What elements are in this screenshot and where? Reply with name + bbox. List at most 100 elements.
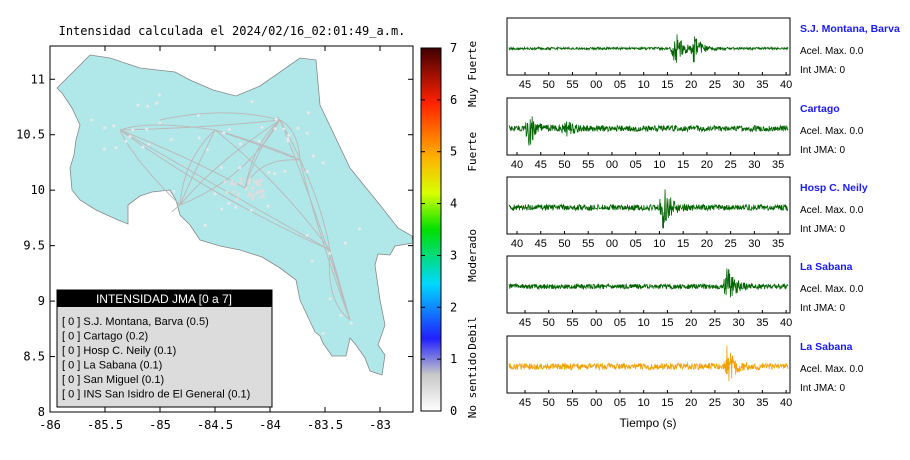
station-name: La Sabana [800, 261, 853, 273]
waveform-tick-label: 10 [653, 159, 665, 171]
waveform-tick-label: 40 [780, 317, 792, 329]
colorbar-tick-label: 1 [450, 352, 457, 366]
map-x-tick-label: -86 [39, 418, 61, 432]
waveform-tick-label: 45 [535, 238, 547, 250]
station-int-jma: Int JMA: 0 [800, 65, 845, 76]
intensity-legend: INTENSIDAD JMA [0 a 7] [ 0 ] S.J. Montan… [56, 289, 273, 408]
colorbar-tick-label: 7 [450, 41, 457, 55]
legend-item: [ 0 ] La Sabana (0.1) [62, 360, 162, 372]
colorbar-tick-label: 0 [450, 404, 457, 418]
colorbar-tick-label: 4 [450, 197, 457, 211]
waveform-tick-label: 10 [638, 397, 650, 409]
intensity-colorbar: 0 1 2 3 4 5 6 7 No sentido Debil Moderado Fuerte Muy… [420, 41, 479, 418]
waveform-tick-label: 10 [653, 238, 665, 250]
waveform-tick-label: 35 [756, 317, 768, 329]
waveform-tick-label: 20 [685, 397, 697, 409]
station-int-jma: Int JMA: 0 [800, 145, 845, 156]
map-y-tick-label: 9.5 [23, 239, 45, 253]
waveform-tick-label: 25 [725, 238, 737, 250]
colorbar-category-label: Muy Fuerte [466, 41, 479, 107]
map-y-tick-label: 10 [31, 183, 45, 197]
waveform-tick-label: 20 [685, 79, 697, 91]
colorbar-tick-label: 2 [450, 300, 457, 314]
legend-item: [ 0 ] INS San Isidro de El General (0.1) [62, 389, 250, 401]
waveform-tick-label: 45 [519, 79, 531, 91]
waveform-tick-label: 15 [661, 317, 673, 329]
waveform-tick-label: 00 [606, 238, 618, 250]
map-x-tick-label: -84.5 [197, 418, 233, 432]
station-name: S.J. Montana, Barva [800, 23, 900, 35]
map-x-tick-label: -83 [369, 418, 391, 432]
waveform-panel: 45 50 55 00 05 10 15 20 25 30 35 40 La Sabana Acel. M… [506, 255, 864, 329]
map-y-tick-label: 11 [31, 72, 45, 86]
waveform-tick-label: 15 [677, 238, 689, 250]
waveform-tick-label: 45 [519, 397, 531, 409]
waveform-tick-label: 55 [566, 397, 578, 409]
waveform-trace [508, 116, 789, 146]
waveform-tick-label: 35 [772, 238, 784, 250]
waveform-tick-label: 30 [748, 159, 760, 171]
colorbar-tick-label: 6 [450, 93, 457, 107]
waveform-tick-label: 40 [780, 79, 792, 91]
waveform-tick-label: 00 [590, 317, 602, 329]
map-x-tick-label: -84 [259, 418, 281, 432]
station-acel-max: Acel. Max. 0.0 [800, 364, 864, 375]
colorbar-category-label: No sentido [466, 352, 479, 418]
map-y-tick-label: 9 [38, 294, 45, 308]
station-int-jma: Int JMA: 0 [800, 224, 845, 235]
colorbar-tick-label: 5 [450, 145, 457, 159]
waveform-tick-label: 05 [614, 397, 626, 409]
waveform-tick-label: 50 [558, 238, 570, 250]
station-name: La Sabana [800, 341, 853, 353]
waveform-x-label: Tiempo (s) [620, 416, 677, 430]
colorbar-tick-label: 3 [450, 248, 457, 262]
legend-item: [ 0 ] Hosp C. Neily (0.1) [62, 345, 176, 357]
map-x-tick-label: -85.5 [87, 418, 123, 432]
waveform-tick-label: 20 [701, 238, 713, 250]
waveform-tick-label: 15 [661, 79, 673, 91]
colorbar-category-label: Fuerte [466, 132, 479, 172]
waveform-tick-label: 05 [630, 159, 642, 171]
waveform-panel: 40 45 50 55 00 05 10 15 20 25 30 35 Hosp C. Neily Ace… [506, 176, 868, 250]
map-y-axis: 11 10.5 10 9.5 9 8.5 8 [16, 72, 413, 419]
station-int-jma: Int JMA: 0 [800, 383, 845, 394]
waveform-tick-label: 55 [582, 238, 594, 250]
waveform-tick-label: 15 [661, 397, 673, 409]
waveform-trace [508, 268, 789, 298]
waveform-tick-label: 35 [756, 397, 768, 409]
waveform-tick-label: 10 [638, 79, 650, 91]
station-acel-max: Acel. Max. 0.0 [800, 46, 864, 57]
legend-item: [ 0 ] S.J. Montana, Barva (0.5) [62, 316, 209, 328]
waveform-panels: 45 50 55 00 05 10 15 20 25 30 35 40 S.J. Montana, Ba… [506, 17, 900, 409]
waveform-tick-label: 15 [677, 159, 689, 171]
waveform-tick-label: 30 [733, 397, 745, 409]
station-acel-max: Acel. Max. 0.0 [800, 205, 864, 216]
waveform-tick-label: 10 [638, 317, 650, 329]
map-x-tick-label: -85 [149, 418, 171, 432]
station-acel-max: Acel. Max. 0.0 [800, 126, 864, 137]
map-frame [49, 45, 414, 413]
waveform-tick-label: 50 [543, 317, 555, 329]
waveform-trace [508, 345, 789, 382]
waveform-tick-label: 00 [590, 79, 602, 91]
town-markers [90, 93, 362, 335]
colorbar-scale [420, 47, 442, 412]
map-x-tick-label: -83.5 [307, 418, 343, 432]
waveform-trace [508, 34, 789, 63]
colorbar-category-label: Moderado [466, 229, 479, 282]
waveform-tick-label: 30 [733, 317, 745, 329]
station-int-jma: Int JMA: 0 [800, 303, 845, 314]
legend-item: [ 0 ] San Miguel (0.1) [62, 374, 164, 386]
map-y-tick-label: 8 [38, 405, 45, 419]
waveform-tick-label: 20 [701, 159, 713, 171]
waveform-tick-label: 30 [748, 238, 760, 250]
station-acel-max: Acel. Max. 0.0 [800, 284, 864, 295]
waveform-tick-label: 00 [606, 159, 618, 171]
waveform-tick-label: 30 [733, 79, 745, 91]
waveform-tick-label: 50 [543, 397, 555, 409]
waveform-trace [508, 189, 789, 229]
legend-title: INTENSIDAD JMA [0 a 7] [96, 292, 232, 306]
waveform-tick-label: 40 [511, 159, 523, 171]
waveform-tick-label: 50 [558, 159, 570, 171]
